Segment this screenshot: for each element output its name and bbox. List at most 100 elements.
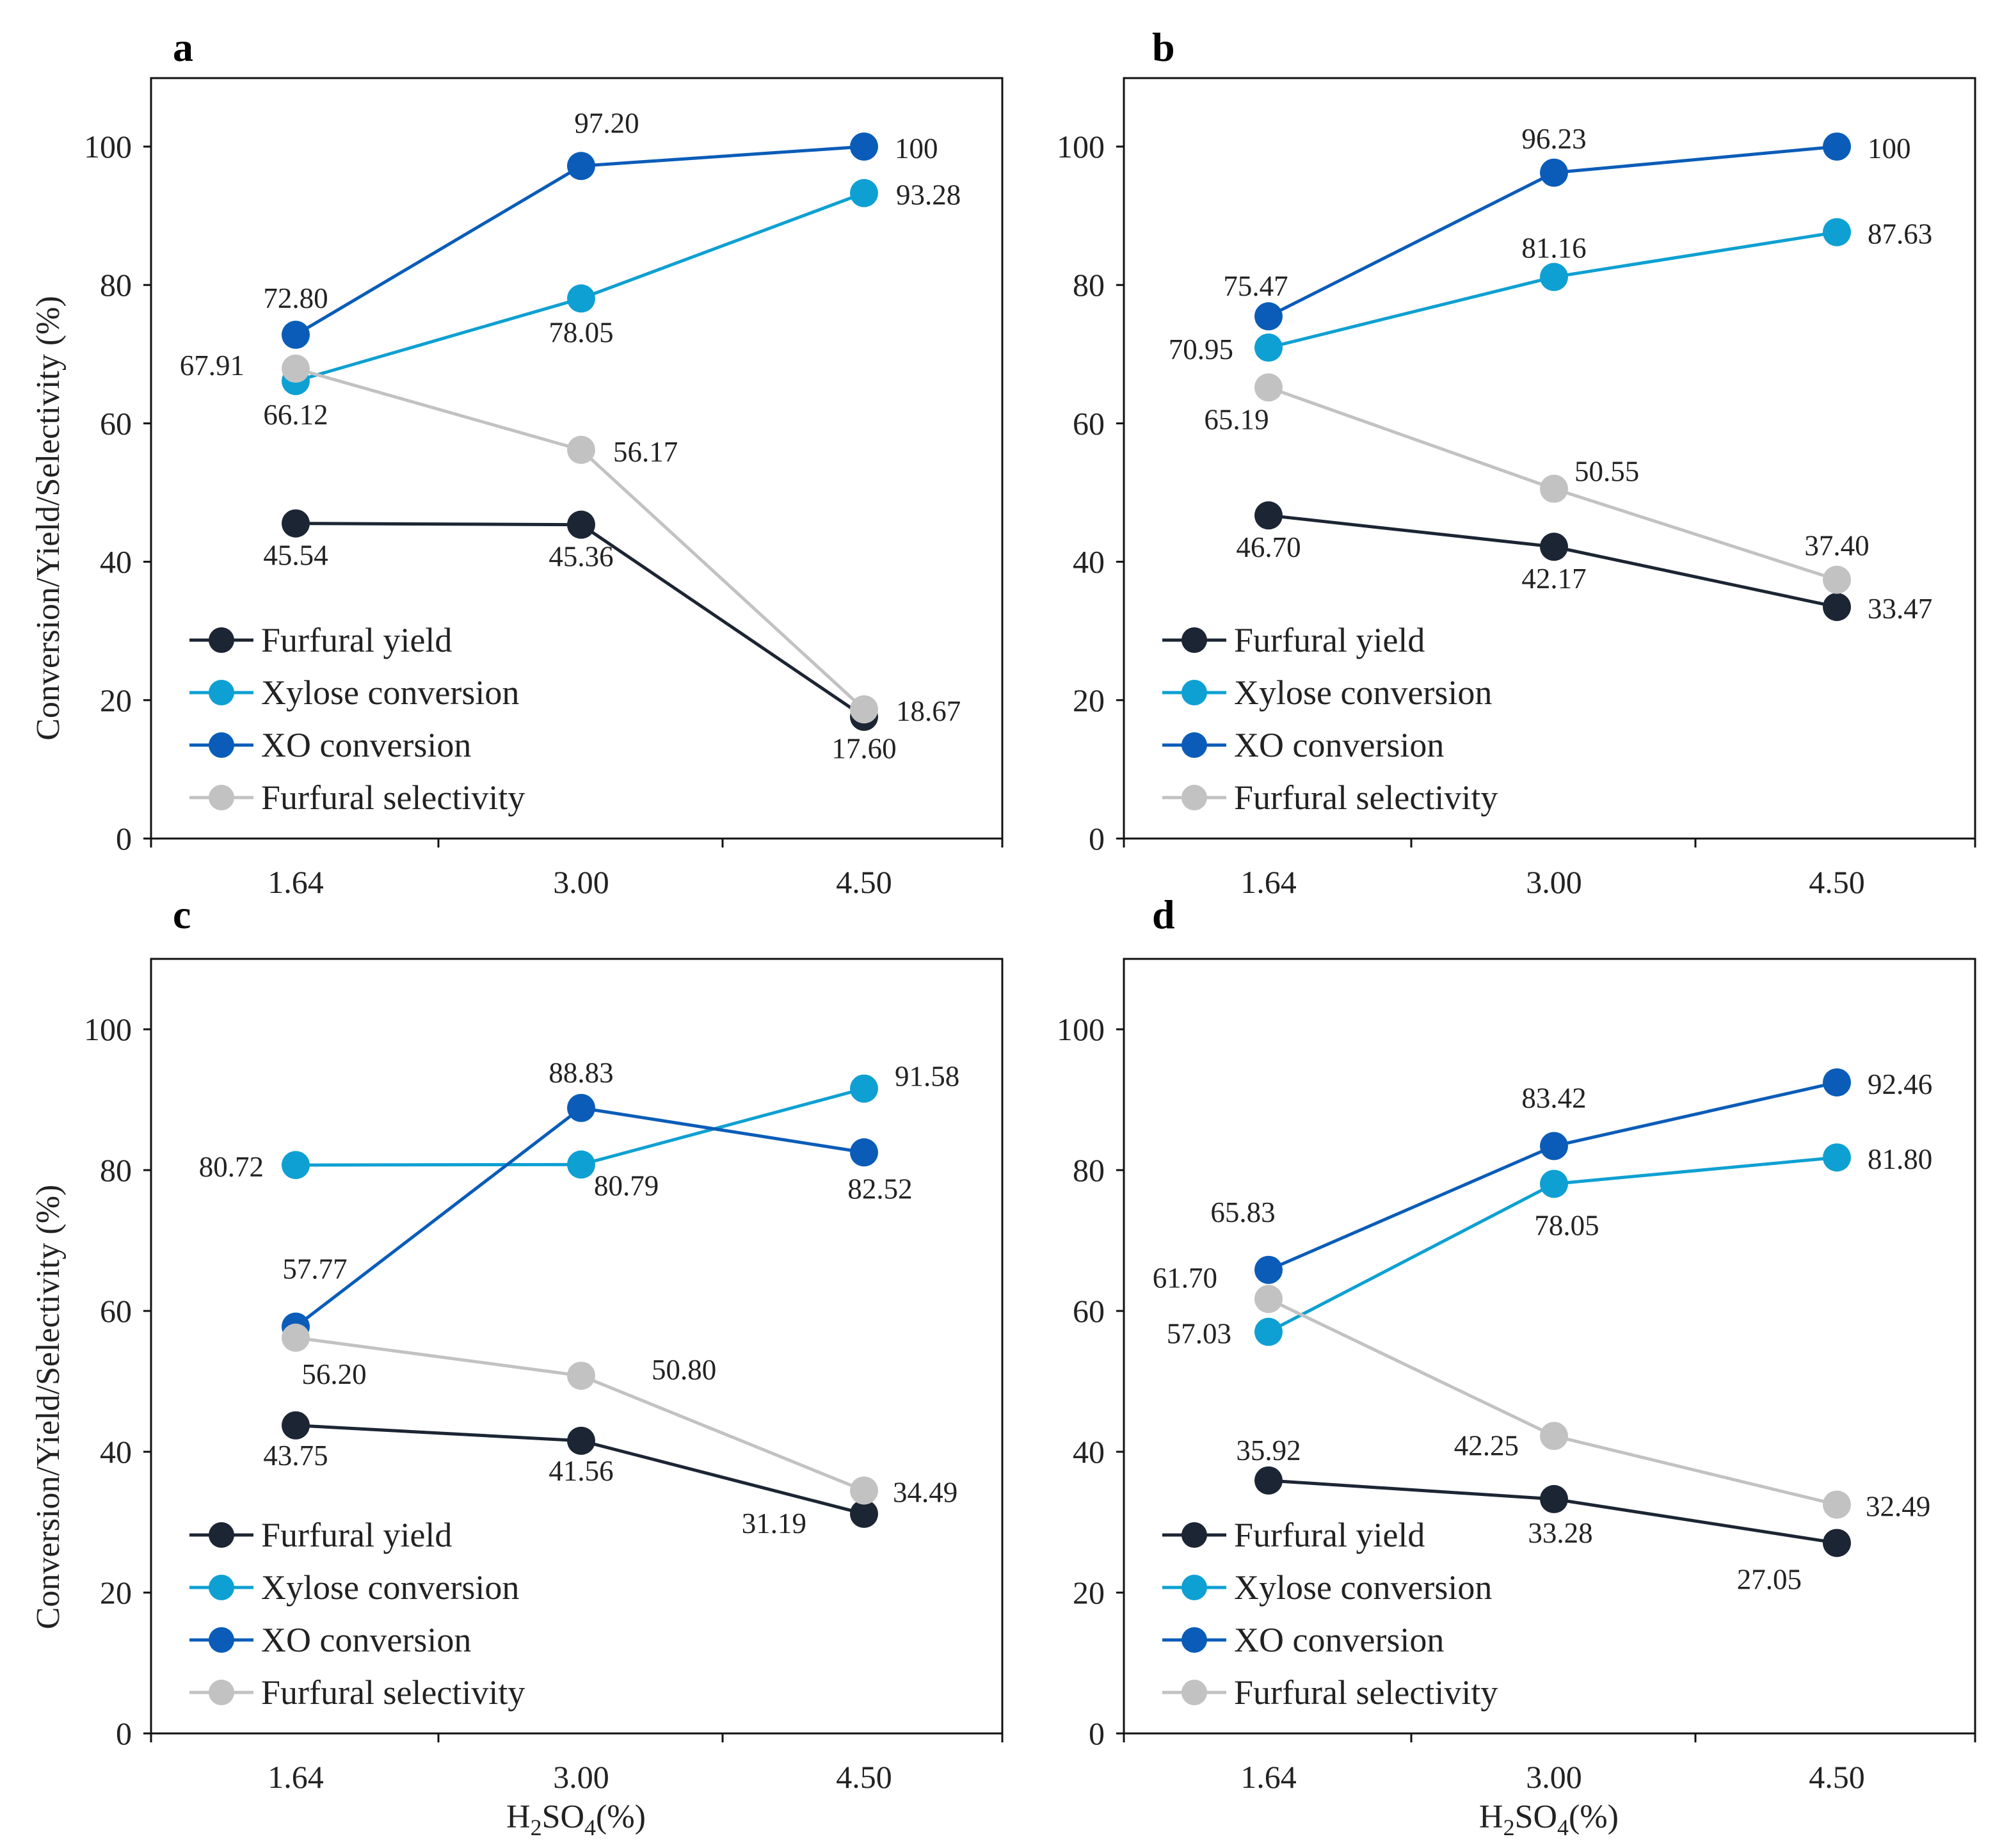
series-xylose-conversion-a xyxy=(282,179,878,396)
data-label: 93.28 xyxy=(896,179,961,211)
panel-a: a 0 20 40 60 80 100 1.64 3.00 4.50 Conversion/Yiel… xyxy=(30,24,1004,900)
legend-marker xyxy=(209,1627,234,1653)
panel-d: d 0 20 40 60 80 100 1.64 3.00 4.50 35.92 33.28 27.05… xyxy=(1057,892,1976,1795)
data-label: 88.83 xyxy=(549,1057,613,1089)
series-furfural-selectivity-a xyxy=(282,354,878,724)
data-label: 70.95 xyxy=(1169,333,1233,366)
y-axis-title-c: Conversion/Yield/Selectivity (%) xyxy=(30,1185,67,1630)
y-tick-label: 60 xyxy=(100,1293,132,1329)
panel-c: c 0 20 40 60 80 100 1.64 3.00 4.50 Conversion/Yiel… xyxy=(30,892,1004,1795)
legend-label: Furfural selectivity xyxy=(261,778,525,817)
x-tick-label: 1.64 xyxy=(268,1759,324,1795)
legend-item-xo-conversion: XO conversion xyxy=(189,1621,471,1659)
series-xo-conversion-d xyxy=(1254,1068,1851,1284)
data-label: 78.05 xyxy=(549,316,613,348)
data-point xyxy=(1540,1422,1568,1450)
data-point xyxy=(850,695,878,724)
legend-label: Xylose conversion xyxy=(261,1568,519,1607)
data-label: 65.83 xyxy=(1210,1196,1275,1228)
x-axis-title-d: H2SO4(%) xyxy=(1479,1799,1619,1840)
data-point xyxy=(850,1138,878,1167)
data-point xyxy=(567,510,595,539)
y-tick-label: 100 xyxy=(84,129,132,165)
legend-item-furfural-yield: Furfural yield xyxy=(1162,621,1425,659)
data-point xyxy=(1540,262,1568,291)
y-tick-label: 100 xyxy=(1057,129,1105,165)
data-label: 91.58 xyxy=(895,1061,959,1093)
data-label: 82.52 xyxy=(847,1173,912,1205)
data-point xyxy=(1540,1484,1568,1513)
series-xo-conversion-b xyxy=(1254,133,1851,331)
data-point xyxy=(567,152,595,181)
y-tick-label: 20 xyxy=(1073,682,1105,718)
data-label: 100 xyxy=(895,133,938,165)
legend-label: Furfural yield xyxy=(1234,621,1425,659)
data-point xyxy=(282,321,310,350)
data-point xyxy=(1540,158,1568,187)
data-label: 18.67 xyxy=(896,695,961,727)
data-label: 34.49 xyxy=(893,1477,957,1509)
data-label: 81.80 xyxy=(1868,1143,1932,1175)
panel-b: b 0 20 40 60 80 100 1.64 3.00 4.50 46.70 42.17 33.47… xyxy=(1057,24,1976,900)
y-tick-label: 100 xyxy=(84,1011,132,1047)
legend-item-furfural-selectivity: Furfural selectivity xyxy=(1162,1673,1498,1712)
y-tick-label: 40 xyxy=(1073,544,1105,580)
legend-item-furfural-selectivity: Furfural selectivity xyxy=(189,1673,525,1712)
series-furfural-selectivity-b xyxy=(1254,373,1851,594)
x-tick-label: 4.50 xyxy=(1809,864,1865,900)
data-label: 43.75 xyxy=(263,1440,328,1472)
panel-letter-a: a xyxy=(173,24,193,70)
series-xylose-conversion-d xyxy=(1254,1143,1851,1346)
x-tick-label: 1.64 xyxy=(268,864,324,900)
legend-label: XO conversion xyxy=(1234,726,1444,764)
data-label: 46.70 xyxy=(1236,531,1301,563)
legend-label: Furfural yield xyxy=(261,621,452,659)
legend-label: XO conversion xyxy=(261,1621,471,1659)
data-point xyxy=(1254,373,1283,402)
data-label: 42.25 xyxy=(1454,1429,1519,1461)
y-tick-label: 80 xyxy=(100,267,132,303)
data-point xyxy=(1540,533,1568,561)
data-point xyxy=(1254,1317,1283,1346)
legend-label: Xylose conversion xyxy=(1234,673,1492,712)
y-tick-label: 60 xyxy=(100,405,132,441)
data-point xyxy=(1254,1255,1283,1284)
legend-item-xo-conversion: XO conversion xyxy=(1162,1621,1444,1659)
y-tick-label: 0 xyxy=(116,821,132,856)
legend-marker xyxy=(209,680,234,705)
y-axis-title-a: Conversion/Yield/Selectivity (%) xyxy=(30,296,67,741)
data-label: 33.47 xyxy=(1868,593,1932,625)
data-label: 56.20 xyxy=(301,1358,366,1390)
x-tick-label: 4.50 xyxy=(1809,1759,1865,1795)
y-tick-label: 60 xyxy=(1073,405,1105,441)
data-label: 67.91 xyxy=(180,350,244,382)
y-tick-label: 60 xyxy=(1073,1293,1105,1329)
panel-letter-c: c xyxy=(173,892,191,937)
data-point xyxy=(1823,565,1851,594)
panel-letter-d: d xyxy=(1152,892,1175,937)
legend-item-xylose-conversion: Xylose conversion xyxy=(1162,1568,1492,1607)
series-furfural-yield-b xyxy=(1254,501,1851,622)
data-point xyxy=(1823,1529,1851,1557)
data-label: 37.40 xyxy=(1804,530,1869,562)
y-tick-label: 0 xyxy=(1089,1715,1105,1751)
legend-marker xyxy=(209,1680,234,1705)
data-point xyxy=(567,435,595,464)
x-tick-label: 3.00 xyxy=(553,864,609,900)
data-point xyxy=(567,1362,595,1390)
data-label: 92.46 xyxy=(1868,1068,1932,1100)
legend-item-furfural-yield: Furfural yield xyxy=(189,1516,452,1554)
data-label: 31.19 xyxy=(742,1507,806,1539)
legend-item-xylose-conversion: Xylose conversion xyxy=(189,673,519,712)
legend-item-xylose-conversion: Xylose conversion xyxy=(1162,673,1492,712)
plot-frame-d xyxy=(1123,958,1976,1735)
legend-marker xyxy=(1181,785,1207,810)
series-xo-conversion-c xyxy=(282,1093,878,1341)
legend-label: Furfural selectivity xyxy=(261,1673,525,1712)
y-tick-label: 0 xyxy=(116,1715,132,1751)
data-point xyxy=(1823,1143,1851,1172)
data-point xyxy=(1254,1285,1283,1314)
legend-marker xyxy=(1181,1680,1207,1705)
legend-label: Xylose conversion xyxy=(261,673,519,712)
